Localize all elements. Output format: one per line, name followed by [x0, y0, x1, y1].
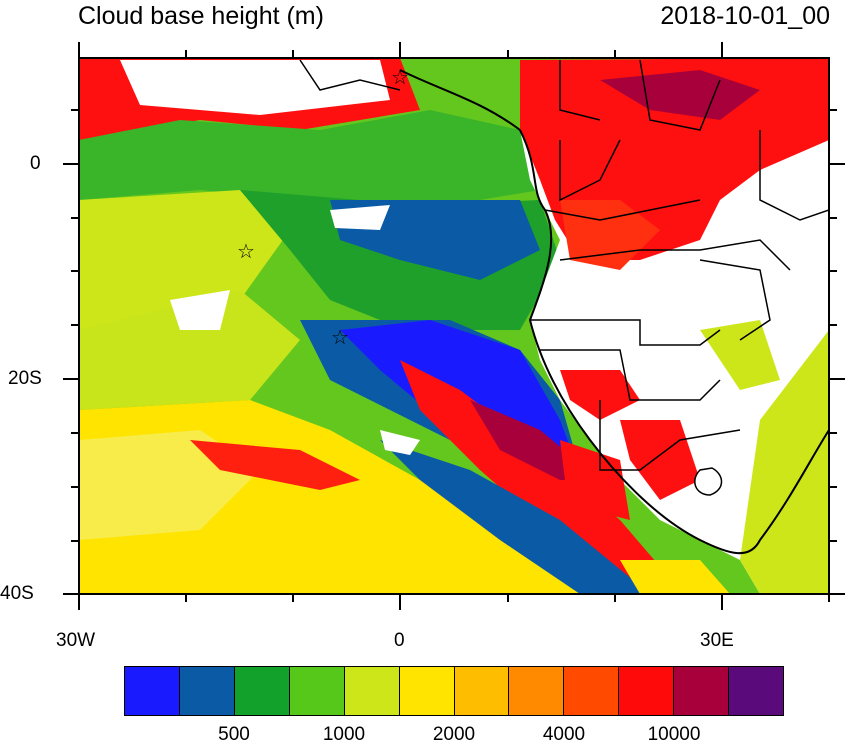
star-marker-1: ☆	[237, 241, 255, 263]
colorbar-swatch-9	[619, 667, 675, 715]
lat-label-20s: 20S	[8, 368, 42, 389]
axis-ticks	[63, 42, 845, 610]
chart-title: Cloud base height (m)	[78, 2, 324, 30]
colorbar-swatch-6	[454, 667, 510, 715]
colorbar-swatch-3	[289, 667, 345, 715]
colorbar-swatch-5	[399, 667, 455, 715]
colorbar-swatch-11	[729, 667, 784, 715]
lon-label-0: 0	[394, 630, 405, 651]
date-label: 2018-10-01_00	[660, 2, 830, 30]
colorbar-label-4000: 4000	[542, 724, 586, 745]
lon-label-30w: 30W	[56, 630, 96, 651]
colorbar-label-10000: 10000	[647, 724, 701, 745]
colorbar-swatch-10	[674, 667, 730, 715]
colorbar-label-500: 500	[218, 724, 250, 745]
colorbar-swatch-7	[509, 667, 565, 715]
colorbar-swatch-8	[564, 667, 620, 715]
colorbar-swatch-4	[344, 667, 400, 715]
colorbar-label-1000: 1000	[322, 724, 366, 745]
colorbar-swatch-1	[179, 667, 235, 715]
lat-label-0: 0	[30, 153, 41, 174]
lat-label-40s: 40S	[0, 583, 34, 604]
colorbar-swatch-0	[125, 667, 180, 715]
lon-label-30e: 30E	[700, 630, 734, 651]
star-marker-3: ☆	[391, 67, 409, 89]
star-marker-2: ☆	[331, 327, 349, 349]
colorbar-label-2000: 2000	[432, 724, 476, 745]
colorbar	[124, 666, 784, 716]
colorbar-swatch-2	[234, 667, 290, 715]
